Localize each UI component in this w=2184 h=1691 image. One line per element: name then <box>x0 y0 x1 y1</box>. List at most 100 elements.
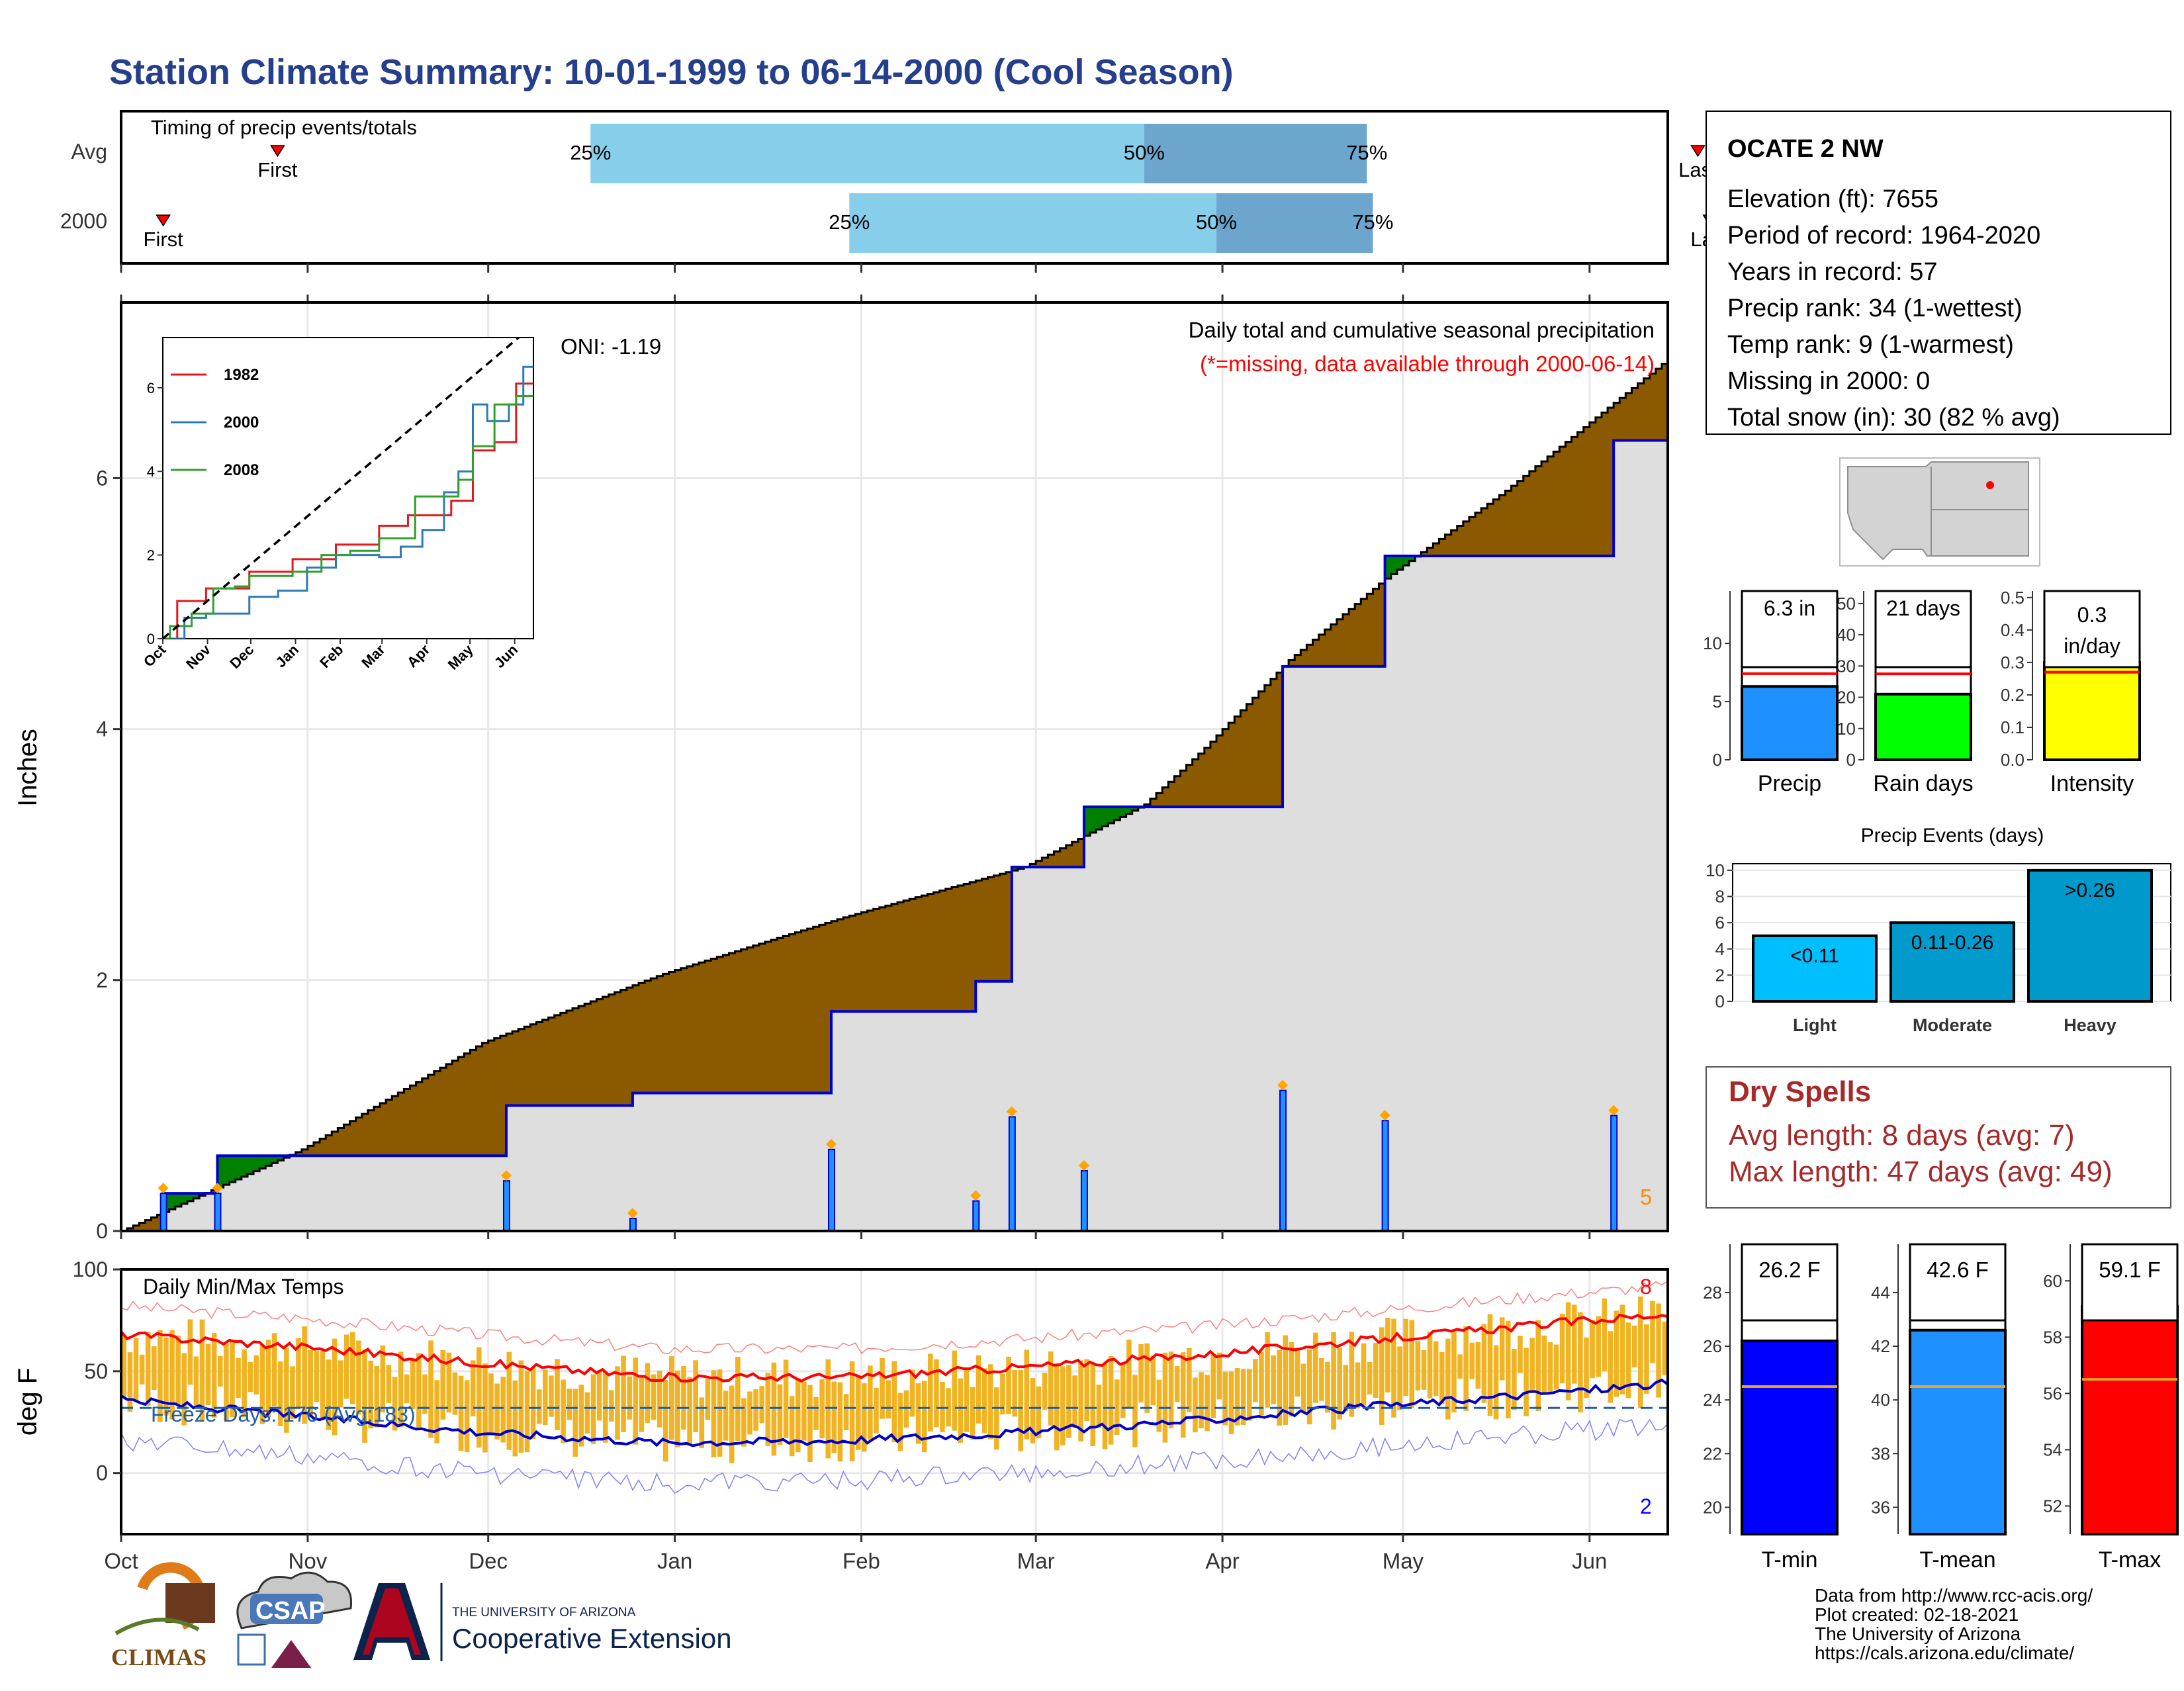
timing-bar-50-75 <box>1216 193 1373 253</box>
summary-y-tick-label: 30 <box>1837 656 1856 676</box>
daily-temp-range-bar <box>891 1361 897 1443</box>
daily-precip-marker <box>500 1170 512 1181</box>
daily-temp-range-bar <box>1662 1321 1667 1375</box>
deficit-area <box>1565 441 1572 556</box>
daily-temp-range-bar <box>187 1319 193 1385</box>
inset-legend-label: 1982 <box>224 366 259 384</box>
daily-temp-range-bar <box>470 1360 476 1417</box>
daily-precip-bar <box>1080 1169 1088 1232</box>
deficit-area <box>139 1222 146 1231</box>
daily-temp-range-bar <box>903 1390 909 1428</box>
deficit-area <box>1174 776 1181 807</box>
events-category-label: Heavy <box>2064 1015 2116 1035</box>
precip-annotation-missing: (*=missing, data available through 2000-… <box>1200 351 1655 376</box>
timing-event-marker <box>156 214 171 227</box>
deficit-area <box>825 923 832 1093</box>
summary-bar-label: Rain days <box>1873 771 1973 796</box>
surplus-area <box>1096 807 1103 830</box>
daily-temp-range-bar <box>506 1351 512 1450</box>
deficit-area <box>1289 660 1295 666</box>
summary-y-tick-label: 0.5 <box>2001 588 2025 608</box>
deficit-area <box>1216 735 1223 807</box>
summary-value-box <box>1874 590 1972 668</box>
station-info-line: Precip rank: 34 (1-wettest) <box>1727 295 2023 322</box>
x-axis-month-label: Jun <box>1572 1549 1607 1573</box>
daily-temp-range-bar <box>705 1379 711 1420</box>
daily-temp-range-bar <box>771 1362 777 1456</box>
deficit-area <box>1198 753 1205 807</box>
station-info-box: OCATE 2 NW Elevation (ft): 7655 Period of… <box>1706 111 2171 435</box>
record-max-line <box>120 1281 1668 1355</box>
daily-precip-marker <box>1006 1106 1017 1117</box>
deficit-area <box>1306 645 1314 666</box>
deficit-area <box>855 913 862 1012</box>
daily-temp-range-bar <box>1132 1375 1138 1447</box>
summary-y-tick-label: 5 <box>1713 692 1722 711</box>
deficit-area <box>1258 691 1265 807</box>
deficit-area <box>1379 583 1386 666</box>
station-info-line: Temp rank: 9 (1-warmest) <box>1727 331 2014 359</box>
daily-precip-bar <box>1610 1115 1618 1232</box>
daily-temp-range-bar <box>662 1380 668 1462</box>
deficit-area <box>849 915 856 1012</box>
daily-temp-range-bar <box>621 1355 626 1432</box>
summary-bar-label: T-mean <box>1919 1547 1995 1573</box>
deficit-area <box>686 966 694 1093</box>
daily-temp-range-bar <box>1547 1342 1553 1394</box>
summary-t-max-chart: 52 54 56 58 60 T-max 59.1 F <box>2043 1243 2179 1573</box>
daily-temp-range-bar <box>1289 1342 1295 1417</box>
daily-temp-range-bar <box>1644 1324 1649 1394</box>
daily-temp-range-bar <box>193 1356 199 1409</box>
deficit-area <box>945 889 952 1012</box>
deficit-area <box>1150 798 1157 807</box>
deficit-area <box>1583 427 1590 556</box>
daily-temp-range-bar <box>1409 1320 1415 1408</box>
deficit-area <box>668 972 676 1093</box>
events-bar-label: <0.11 <box>1790 945 1839 967</box>
daily-precip-bar <box>214 1193 222 1232</box>
deficit-area <box>554 1015 561 1106</box>
deficit-area <box>1631 388 1639 441</box>
deficit-area <box>783 936 790 1093</box>
daily-temp-range-bar <box>175 1335 181 1406</box>
daily-temp-range-bar <box>446 1352 452 1413</box>
daily-temp-range-bar <box>1367 1361 1373 1394</box>
precip-events-chart: Precip Events (days) 0 2 4 6 8 10 <0.11 Light 0.… <box>1706 825 2171 1035</box>
daily-precip-bar <box>828 1148 836 1232</box>
coop-extension-text: Cooperative Extension <box>452 1623 732 1654</box>
daily-temp-range-bar <box>356 1340 361 1415</box>
deficit-area <box>127 1228 134 1231</box>
deficit-area <box>1060 848 1067 868</box>
summary-y-tick-label: 0 <box>1713 750 1722 770</box>
deficit-area <box>1228 723 1235 807</box>
deficit-area <box>813 927 820 1093</box>
deficit-area <box>758 943 766 1093</box>
daily-temp-range-bar <box>777 1384 783 1445</box>
surplus-area <box>259 1156 266 1169</box>
daily-temp-range-bar <box>1463 1326 1469 1411</box>
climas-logo: CLIMAS <box>111 1562 215 1670</box>
deficit-area <box>632 985 639 1093</box>
daily-temp-range-bar <box>735 1356 741 1441</box>
inset-avg-line <box>163 338 521 639</box>
deficit-area <box>530 1024 537 1106</box>
daily-temp-range-bar <box>1144 1343 1150 1413</box>
footer-line-3: The University of Arizona <box>1815 1623 2021 1644</box>
deficit-area <box>1475 512 1482 556</box>
deficit-area <box>1210 741 1217 807</box>
daily-precip-marker <box>1078 1160 1089 1171</box>
deficit-area <box>1499 495 1506 556</box>
daily-precip-marker <box>970 1190 981 1201</box>
deficit-area <box>964 884 970 1012</box>
daily-temp-range-bar <box>843 1394 849 1430</box>
station-info-line: Years in record: 57 <box>1727 258 1938 286</box>
daily-temp-range-bar <box>717 1369 723 1457</box>
daily-temp-range-bar <box>1385 1318 1390 1393</box>
deficit-area <box>476 1046 483 1156</box>
deficit-area <box>373 1107 381 1156</box>
daily-precip-marker <box>158 1183 169 1194</box>
daily-temp-range-bar <box>584 1392 590 1434</box>
summary-y-tick-label: 38 <box>1871 1443 1890 1463</box>
daily-temp-range-bar <box>121 1335 127 1397</box>
daily-temp-range-bar <box>314 1350 320 1402</box>
